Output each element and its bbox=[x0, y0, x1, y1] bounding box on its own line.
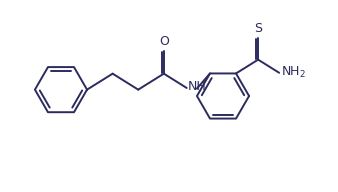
Text: S: S bbox=[254, 22, 262, 35]
Text: O: O bbox=[159, 35, 169, 48]
Text: NH$_2$: NH$_2$ bbox=[281, 65, 306, 80]
Text: NH: NH bbox=[188, 80, 207, 93]
